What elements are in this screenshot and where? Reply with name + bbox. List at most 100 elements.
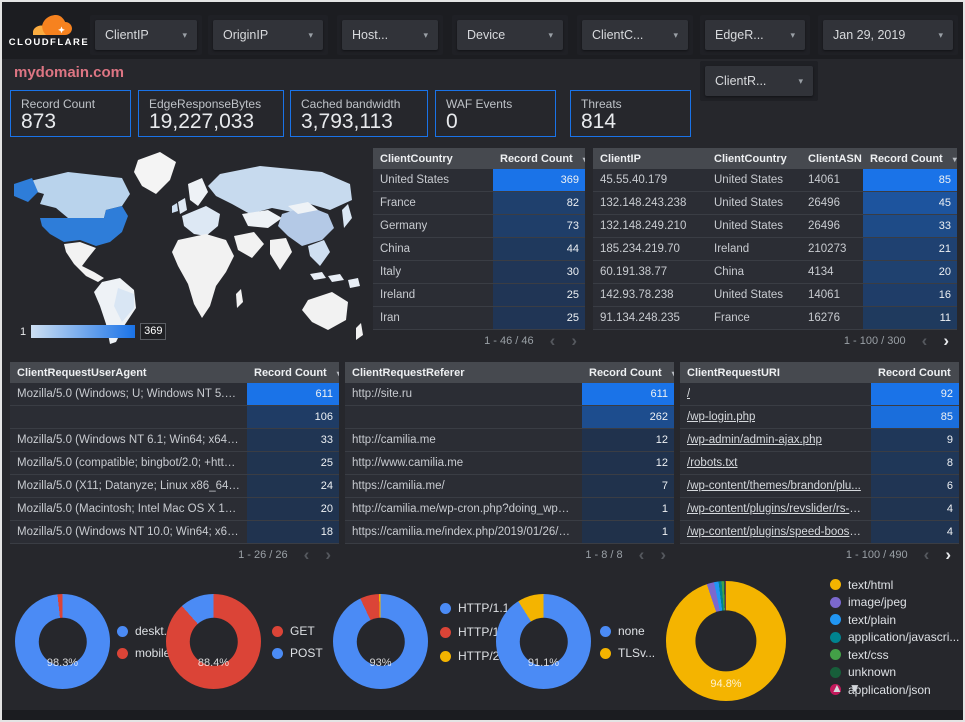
table-cell: http://site.ru [352, 388, 413, 400]
table-row[interactable]: http://www.camilia.me 12 [345, 452, 674, 475]
column-header[interactable]: Record Count▾ [863, 153, 957, 165]
table-row[interactable]: Mozilla/5.0 (Windows NT 6.1; Win64; x64;… [10, 429, 339, 452]
table-row[interactable]: / 92 [680, 383, 959, 406]
column-header[interactable]: ClientRequestReferer [352, 366, 465, 379]
donut-tls-version[interactable]: 91.1% [496, 594, 591, 689]
uri-link-cell[interactable]: /wp-content/themes/brandon/plu... [687, 480, 861, 492]
prev-page-icon[interactable]: ‹ [923, 544, 930, 564]
legend-scroll-down-icon[interactable]: ▼ [848, 681, 861, 695]
table-row[interactable]: /wp-login.php 85 [680, 406, 959, 429]
table-row[interactable]: 60.191.38.77 China 4134 20 [593, 261, 957, 284]
record-count-cell: 33 [863, 215, 957, 237]
filter-device[interactable]: Device ▾ [452, 15, 568, 55]
record-count-cell: 9 [871, 429, 959, 451]
next-page-icon[interactable]: › [660, 544, 666, 564]
table-row[interactable]: https://camilia.me/7 [345, 475, 674, 498]
uri-link-cell[interactable]: / [687, 388, 691, 400]
table-row[interactable]: China 44 [373, 238, 585, 261]
table-row[interactable]: http://camilia.me 12 [345, 429, 674, 452]
filter-clientip[interactable]: ClientIP ▾ [90, 15, 202, 55]
legend-item: HTTP/2 [440, 646, 508, 666]
prev-page-icon[interactable]: ‹ [549, 330, 556, 350]
scorecard-value: 0 [446, 110, 458, 133]
table-row[interactable]: Mozilla/5.0 (Windows NT 10.0; Win64; x64… [10, 521, 339, 544]
filter-originip[interactable]: OriginIP ▾ [208, 15, 328, 55]
table-row[interactable]: France 82 [373, 192, 585, 215]
record-count-cell: 6 [871, 475, 959, 497]
donut-content-type[interactable]: 94.8% [666, 581, 786, 701]
next-page-icon[interactable]: › [943, 330, 949, 350]
record-count-cell: 12 [582, 452, 674, 474]
next-page-icon[interactable]: › [945, 544, 951, 564]
pagination-range: 1 - 8 / 8 [585, 548, 623, 561]
uri-link-cell[interactable]: /wp-content/plugins/speed-booste... [687, 526, 864, 538]
legend-item: GET [272, 620, 323, 642]
table-row[interactable]: /robots.txt 8 [680, 452, 959, 475]
column-header[interactable]: ClientIP [600, 152, 641, 165]
prev-page-icon[interactable]: ‹ [921, 330, 928, 350]
table-row[interactable]: http://camilia.me/wp-cron.php?doing_wp_c… [345, 498, 674, 521]
table-row[interactable]: /wp-content/plugins/speed-booste... 4 [680, 521, 959, 544]
column-header[interactable]: ClientCountry [714, 152, 787, 165]
legend-label: POST [290, 646, 323, 660]
world-map-chart[interactable]: 1 369 [10, 148, 372, 348]
table-row[interactable]: https://camilia.me/index.php/2019/01/26/… [345, 521, 674, 544]
filter-host[interactable]: Host... ▾ [337, 15, 443, 55]
legend-item: image/jpeg [830, 594, 959, 612]
filter-edgeresponse[interactable]: EdgeR... ▾ [700, 15, 810, 55]
scorecard-value: 3,793,113 [301, 110, 393, 133]
table-row[interactable]: Ireland 25 [373, 284, 585, 307]
donut-percent-label: 93% [369, 657, 392, 669]
legend-dot-icon [440, 602, 451, 614]
donut-request-method[interactable]: 88.4% [166, 594, 261, 689]
table-row[interactable]: Mozilla/5.0 (Windows; U; Windows NT 5.1;… [10, 383, 339, 406]
table-row[interactable]: Germany 73 [373, 215, 585, 238]
legend-scroll-up-icon[interactable]: ▲ [831, 681, 843, 695]
uri-link-cell[interactable]: /wp-login.php [687, 411, 756, 423]
scorecard-label: WAF Events [446, 97, 513, 111]
donut-device-type[interactable]: 98.3% [15, 594, 110, 689]
table-row[interactable]: /wp-content/themes/brandon/plu... 6 [680, 475, 959, 498]
donut-http-protocol[interactable]: 93% [333, 594, 428, 689]
column-header[interactable]: ClientRequestURI [687, 366, 780, 379]
table-row[interactable]: United States 369 [373, 169, 585, 192]
column-header[interactable]: ClientRequestUserAgent [17, 366, 147, 379]
date-range-filter[interactable]: Jan 29, 2019 ▾ [818, 15, 958, 55]
table-row[interactable]: /wp-content/plugins/revslider/rs-p... 4 [680, 498, 959, 521]
column-header[interactable]: ClientCountry [380, 152, 453, 165]
prev-page-icon[interactable]: ‹ [638, 544, 645, 564]
table-row[interactable]: Mozilla/5.0 (X11; Datanyze; Linux x86_64… [10, 475, 339, 498]
table-row[interactable]: Mozilla/5.0 (Macintosh; Intel Mac OS X 1… [10, 498, 339, 521]
filter-clientcountry[interactable]: ClientC... ▾ [577, 15, 693, 55]
uri-link-cell[interactable]: /wp-content/plugins/revslider/rs-p... [687, 503, 864, 515]
column-header[interactable]: Record Count▾ [493, 153, 585, 165]
column-header[interactable]: Record Count▾ [871, 367, 959, 379]
next-page-icon[interactable]: › [571, 330, 577, 350]
table-row[interactable]: 132.148.249.210 United States 26496 33 [593, 215, 957, 238]
table-row[interactable]: 132.148.243.238 United States 26496 45 [593, 192, 957, 215]
table-row[interactable]: Iran 25 [373, 307, 585, 330]
table-row[interactable]: Italy 30 [373, 261, 585, 284]
table-row[interactable]: http://site.ru 611 [345, 383, 674, 406]
uri-link-cell[interactable]: /wp-admin/admin-ajax.php [687, 434, 822, 446]
table-row[interactable]: 45.55.40.179 United States 14061 85 [593, 169, 957, 192]
table-cell: 14061 [808, 174, 840, 186]
table-row[interactable]: 106 [10, 406, 339, 429]
column-header[interactable]: Record Count▾ [582, 367, 674, 379]
table-row[interactable]: 91.134.248.235 France 16276 11 [593, 307, 957, 330]
table-row[interactable]: 185.234.219.70 Ireland 210273 21 [593, 238, 957, 261]
column-header[interactable]: ClientASN [808, 152, 862, 165]
pagination-range: 1 - 100 / 490 [845, 548, 908, 561]
table-row[interactable]: /wp-admin/admin-ajax.php 9 [680, 429, 959, 452]
filter-clientrequest[interactable]: ClientR... ▾ [700, 61, 818, 101]
uri-link-cell[interactable]: /robots.txt [687, 457, 738, 469]
column-header[interactable]: Record Count▾ [247, 367, 339, 379]
next-page-icon[interactable]: › [325, 544, 331, 564]
scorecard-threats: Threats 814 [570, 90, 691, 137]
table-row[interactable]: 142.93.78.238 United States 14061 16 [593, 284, 957, 307]
table-row[interactable]: 262 [345, 406, 674, 429]
request-method-legend: GET POST [272, 620, 323, 664]
prev-page-icon[interactable]: ‹ [303, 544, 310, 564]
filter-clientip-label: ClientIP [105, 28, 149, 42]
table-row[interactable]: Mozilla/5.0 (compatible; bingbot/2.0; +h… [10, 452, 339, 475]
